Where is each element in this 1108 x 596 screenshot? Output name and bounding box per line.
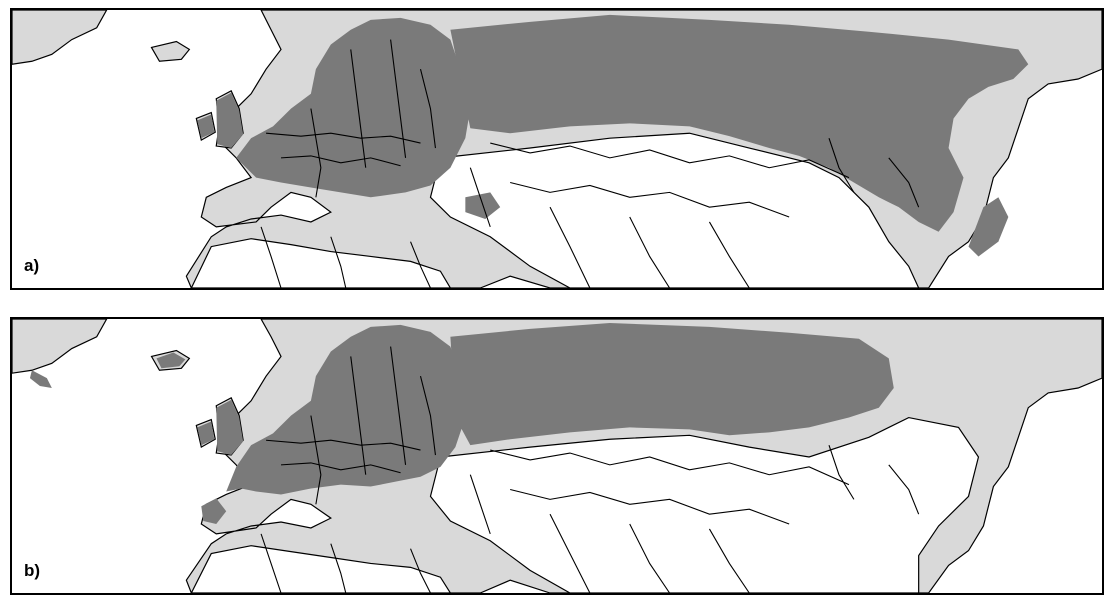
range-japan: [968, 197, 1009, 257]
range-siberia: [450, 14, 1029, 232]
land-north-africa: [190, 238, 452, 288]
range-europe: [197, 324, 466, 495]
range-europe: [197, 17, 471, 198]
range-russia: [450, 322, 894, 446]
land-central-asia: [429, 132, 920, 288]
country-borders: [260, 346, 920, 593]
map-a: [12, 10, 1102, 288]
map-panel-b: b): [10, 317, 1104, 595]
land-greenland: [12, 319, 108, 374]
panel-label-b: b): [24, 561, 41, 580]
panel-label-a: a): [24, 256, 40, 275]
country-borders: [260, 39, 920, 288]
map-b: [12, 319, 1102, 593]
land-north-africa: [190, 545, 452, 593]
range-greenland-tip: [29, 370, 52, 388]
land-greenland: [12, 10, 108, 65]
land-iceland: [150, 40, 191, 62]
range-iberia: [201, 498, 227, 525]
range-iceland: [156, 352, 186, 369]
map-panel-a: a): [10, 8, 1104, 290]
